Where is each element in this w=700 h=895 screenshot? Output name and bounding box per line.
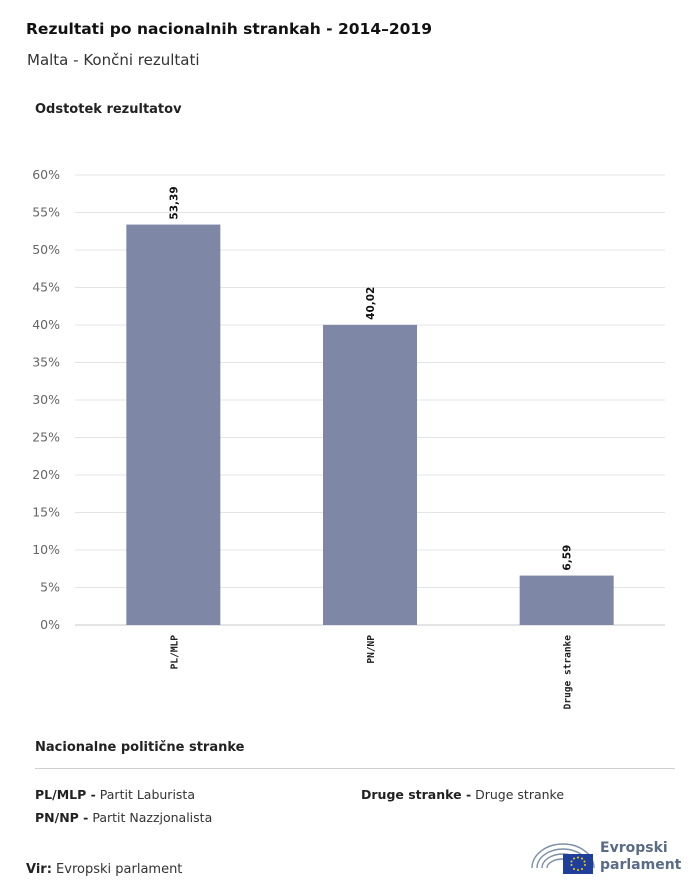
y-tick-label: 35% bbox=[32, 355, 60, 370]
bar bbox=[519, 575, 614, 625]
logo-line-1: Evropski bbox=[600, 840, 668, 856]
european-parliament-logo: Evropski parlament bbox=[530, 838, 681, 878]
y-tick-label: 15% bbox=[32, 505, 60, 520]
logo-text: Evropski parlament bbox=[600, 840, 681, 874]
y-tick-label: 10% bbox=[32, 542, 60, 557]
data-label: 6,59 bbox=[562, 545, 574, 571]
data-label: 40,02 bbox=[365, 287, 377, 320]
legend-item-pn-np: PN/NP - Partit Nazzjonalista bbox=[35, 810, 212, 825]
legend-abbr: PN/NP - bbox=[35, 810, 89, 825]
y-tick-label: 5% bbox=[40, 580, 60, 595]
y-tick-label: 45% bbox=[32, 280, 60, 295]
y-tick-label: 55% bbox=[32, 205, 60, 220]
bar bbox=[126, 224, 221, 625]
legend-name: Partit Nazzjonalista bbox=[92, 810, 213, 825]
bar-chart: 0% 5% 10% 15% 20% 25% 30% 35% 40% 45% 50% 55% 60% 53,… bbox=[32, 167, 665, 710]
y-tick-label: 50% bbox=[32, 242, 60, 257]
y-axis-label: Odstotek rezultatov bbox=[35, 102, 182, 117]
source-note: Vir: Evropski parlament bbox=[26, 862, 182, 877]
x-tick-label: PL/MLP bbox=[169, 635, 180, 670]
chart-title: Rezultati po nacionalnih strankah - 2014… bbox=[26, 20, 433, 38]
legend-item-pl-mlp: PL/MLP - Partit Laburista bbox=[35, 787, 195, 802]
legend-item-druge-stranke: Druge stranke - Druge stranke bbox=[361, 787, 564, 802]
logo-line-2: parlament bbox=[600, 857, 682, 873]
bar bbox=[323, 324, 417, 625]
source-text: Evropski parlament bbox=[56, 862, 183, 877]
source-label: Vir: bbox=[26, 862, 52, 877]
data-label: 53,39 bbox=[168, 186, 180, 219]
x-tick-label: Druge stranke bbox=[563, 635, 574, 710]
y-tick-label: 40% bbox=[32, 317, 60, 332]
y-tick-label: 25% bbox=[32, 430, 60, 445]
y-tick-label: 60% bbox=[32, 167, 60, 182]
chart-subtitle: Malta - Končni rezultati bbox=[27, 51, 200, 69]
legend-name: Druge stranke bbox=[475, 787, 565, 802]
y-tick-label: 30% bbox=[32, 392, 60, 407]
y-tick-label: 0% bbox=[40, 617, 60, 632]
x-tick-label: PN/NP bbox=[366, 635, 377, 664]
legend-abbr: PL/MLP - bbox=[35, 787, 96, 802]
legend-name: Partit Laburista bbox=[99, 787, 195, 802]
legend-divider bbox=[35, 768, 675, 769]
y-tick-label: 20% bbox=[32, 467, 60, 482]
parliament-hemicycle-icon bbox=[531, 843, 595, 874]
legend-abbr: Druge stranke - bbox=[361, 787, 472, 802]
legend-title: Nacionalne politične stranke bbox=[35, 740, 245, 755]
